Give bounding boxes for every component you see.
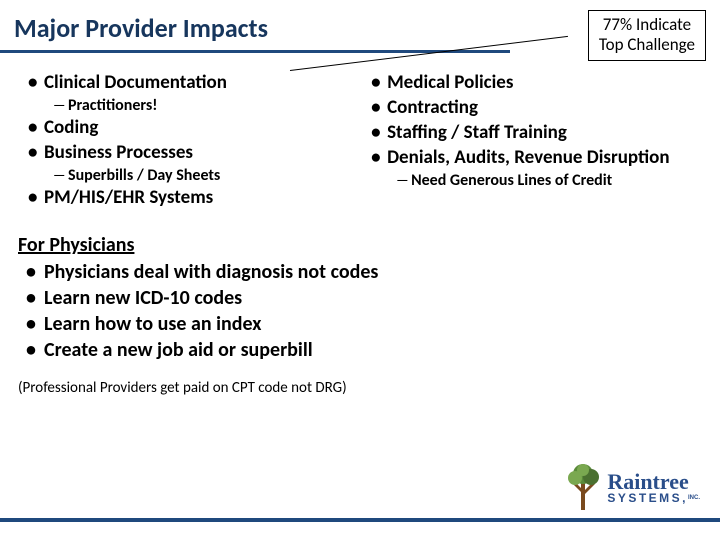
callout-line2: Top Challenge — [599, 35, 695, 55]
left-column: Clinical Documentation Practitioners! Co… — [14, 71, 353, 211]
logo-text: Raintree SYSTEMS,INC. — [607, 472, 700, 504]
list-subitem: Practitioners! — [14, 96, 353, 115]
list-subitem: Superbills / Day Sheets — [14, 166, 353, 185]
list-item: Contracting — [357, 96, 710, 119]
logo-sub-text: SYSTEMS,INC. — [607, 493, 700, 504]
logo-main-text: Raintree — [607, 472, 700, 493]
list-item: Denials, Audits, Revenue Disruption — [357, 146, 710, 169]
callout-line1: 77% Indicate — [599, 15, 695, 35]
stat-callout: 77% Indicate Top Challenge — [588, 10, 706, 61]
for-item: Physicians deal with diagnosis not codes — [18, 259, 706, 285]
two-column-region: Clinical Documentation Practitioners! Co… — [0, 53, 720, 211]
footnote: (Professional Providers get paid on CPT … — [0, 363, 720, 397]
list-subitem: Need Generous Lines of Credit — [357, 171, 710, 190]
for-item: Learn how to use an index — [18, 311, 706, 337]
for-item: Create a new job aid or superbill — [18, 337, 706, 363]
right-column: Medical Policies Contracting Staffing / … — [357, 71, 710, 211]
raintree-logo: Raintree SYSTEMS,INC. — [563, 462, 700, 510]
list-item: PM/HIS/EHR Systems — [14, 186, 353, 209]
list-item: Business Processes — [14, 141, 353, 164]
list-item: Staffing / Staff Training — [357, 121, 710, 144]
for-item: Learn new ICD-10 codes — [18, 285, 706, 311]
bottom-rule — [0, 518, 720, 522]
for-heading: For Physicians — [18, 233, 706, 257]
for-physicians-section: For Physicians Physicians deal with diag… — [0, 211, 720, 363]
list-item: Clinical Documentation — [14, 71, 353, 94]
tree-icon — [563, 462, 603, 510]
list-item: Medical Policies — [357, 71, 710, 94]
list-item: Coding — [14, 116, 353, 139]
